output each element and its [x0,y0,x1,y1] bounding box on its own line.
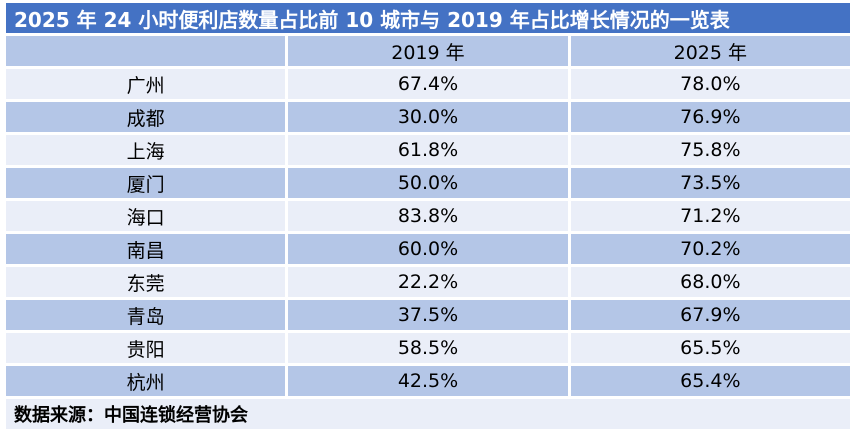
header-city-blank [6,36,286,66]
value-2019-cell: 61.8% [288,135,568,165]
value-2025-cell: 76.9% [570,102,850,132]
value-2025-cell: 73.5% [570,168,850,198]
value-2025-cell: 65.4% [570,366,850,396]
value-2019-cell: 30.0% [288,102,568,132]
city-cell: 广州 [6,69,286,99]
city-cell: 厦门 [6,168,286,198]
value-2019-cell: 42.5% [288,366,568,396]
city-cell: 贵阳 [6,333,286,363]
value-2025-cell: 65.5% [570,333,850,363]
city-cell: 上海 [6,135,286,165]
value-2025-cell: 67.9% [570,300,850,330]
city-cell: 东莞 [6,267,286,297]
value-2025-cell: 70.2% [570,234,850,264]
header-2019: 2019 年 [288,36,568,66]
data-source-note: 数据来源：中国连锁经营协会 [6,399,850,429]
value-2019-cell: 60.0% [288,234,568,264]
city-cell: 青岛 [6,300,286,330]
value-2019-cell: 37.5% [288,300,568,330]
value-2019-cell: 22.2% [288,267,568,297]
city-cell: 成都 [6,102,286,132]
value-2019-cell: 58.5% [288,333,568,363]
city-cell: 杭州 [6,366,286,396]
value-2025-cell: 75.8% [570,135,850,165]
value-2019-cell: 83.8% [288,201,568,231]
value-2025-cell: 78.0% [570,69,850,99]
value-2019-cell: 67.4% [288,69,568,99]
value-2025-cell: 71.2% [570,201,850,231]
value-2019-cell: 50.0% [288,168,568,198]
city-cell: 南昌 [6,234,286,264]
value-2025-cell: 68.0% [570,267,850,297]
table-title: 2025 年 24 小时便利店数量占比前 10 城市与 2019 年占比增长情况… [6,3,850,33]
header-2025: 2025 年 [570,36,850,66]
city-cell: 海口 [6,201,286,231]
